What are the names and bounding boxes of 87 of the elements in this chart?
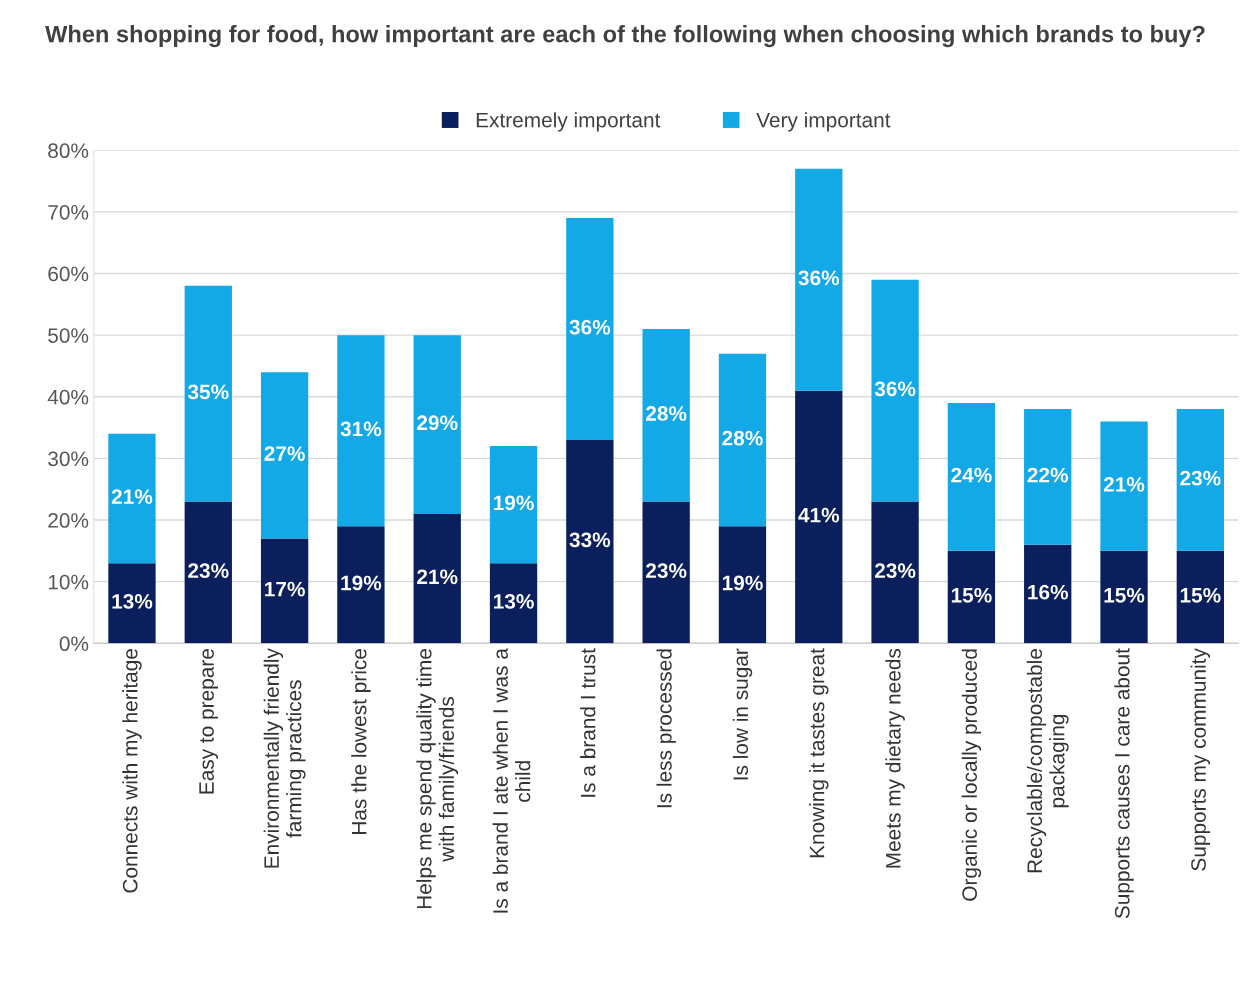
x-tick-label: Supports causes I care about (1114, 648, 1134, 919)
bar (108, 563, 156, 644)
text: 17% (265, 581, 305, 597)
chart-title: When shopping for food, how important are each of the following when choosing which brands to buy? (45, 25, 1205, 48)
text: 16% (1028, 584, 1069, 600)
text: 23% (874, 563, 916, 579)
y-tick-label: 70% (48, 204, 89, 220)
x-tick-label: Is low in sugar (732, 648, 753, 780)
y-tick-label: 60% (48, 266, 89, 282)
text: 19% (494, 495, 534, 511)
bar (413, 335, 461, 514)
y-tick-label: 0% (59, 636, 89, 652)
text: 21% (1103, 476, 1145, 492)
text: 31% (340, 421, 382, 437)
x-tick-label: Supports my community (1190, 648, 1211, 871)
legend-label: Very important (756, 112, 891, 132)
text: 15% (1104, 587, 1145, 603)
x-tick-label: Has the lowest price (351, 649, 371, 835)
bar (718, 353, 767, 527)
bar (489, 563, 538, 644)
bar (1100, 550, 1148, 644)
bar (489, 446, 538, 564)
text: 15% (1180, 587, 1221, 603)
y-tick-label: 10% (48, 574, 89, 590)
text: 36% (874, 381, 916, 397)
bar (566, 218, 614, 440)
text: 27% (264, 446, 305, 461)
bar (413, 513, 461, 644)
text: 41% (798, 507, 840, 523)
text: 22% (1027, 467, 1069, 483)
x-tick-label: Organic or locally produced (961, 649, 982, 901)
text: 36% (798, 270, 840, 286)
bar (1024, 544, 1072, 644)
bar (947, 402, 996, 551)
bar (108, 433, 156, 564)
text: 23% (188, 563, 229, 579)
y-tick-label: 30% (48, 451, 89, 467)
x-tick-label: Is less processed (656, 649, 676, 808)
y-tick-label: 80% (48, 143, 89, 159)
bar (337, 335, 385, 527)
y-tick-label: 40% (47, 389, 89, 405)
bar (642, 501, 690, 644)
x-tick-label: Helps me spend quality time with family/friends (416, 649, 459, 909)
bar (871, 279, 919, 502)
bar (718, 526, 767, 644)
x-tick-label: Is a brand I trust (580, 648, 596, 797)
bar (1100, 421, 1148, 551)
x-tick-label: Connects with my heritage (122, 649, 142, 893)
text: 33% (569, 532, 611, 548)
bar (1024, 409, 1072, 545)
text: 28% (646, 406, 687, 421)
text: 15% (951, 587, 992, 603)
text: 13% (494, 594, 534, 609)
text: 28% (722, 430, 763, 446)
bar (566, 439, 614, 644)
bar (184, 285, 232, 502)
bar (260, 538, 309, 644)
text: 21% (111, 489, 153, 505)
text: 36% (569, 319, 611, 335)
text: 13% (112, 594, 153, 609)
text: 29% (417, 415, 458, 431)
text: 19% (722, 575, 763, 591)
x-tick-label: Environmentally friendly farming practices (263, 648, 306, 868)
legend-label: Extremely important (476, 112, 661, 132)
x-tick-label: Meets my dietary needs (885, 648, 905, 868)
bar (642, 329, 690, 502)
x-tick-label: Knowing it tastes great (809, 648, 829, 858)
bar (871, 501, 919, 644)
text: 24% (951, 467, 992, 483)
bar (1176, 409, 1224, 551)
y-tick-label: 50% (48, 328, 89, 343)
x-tick-label: Recyclable/compostable packaging (1026, 649, 1069, 873)
bar (947, 550, 996, 644)
bar (260, 372, 309, 539)
x-tick-label: Easy to prepare (199, 649, 218, 794)
text: 35% (187, 384, 229, 400)
bar (1176, 550, 1224, 644)
bar (184, 501, 232, 644)
bar (795, 168, 843, 391)
bar (795, 390, 843, 644)
y-tick-label: 20% (48, 513, 89, 528)
text: 23% (646, 563, 687, 579)
bar (337, 526, 385, 644)
x-tick-label: Is a brand I ate when I was a child (492, 648, 531, 913)
text: 23% (1180, 470, 1221, 486)
text: 21% (417, 569, 458, 585)
text: 19% (341, 575, 382, 591)
